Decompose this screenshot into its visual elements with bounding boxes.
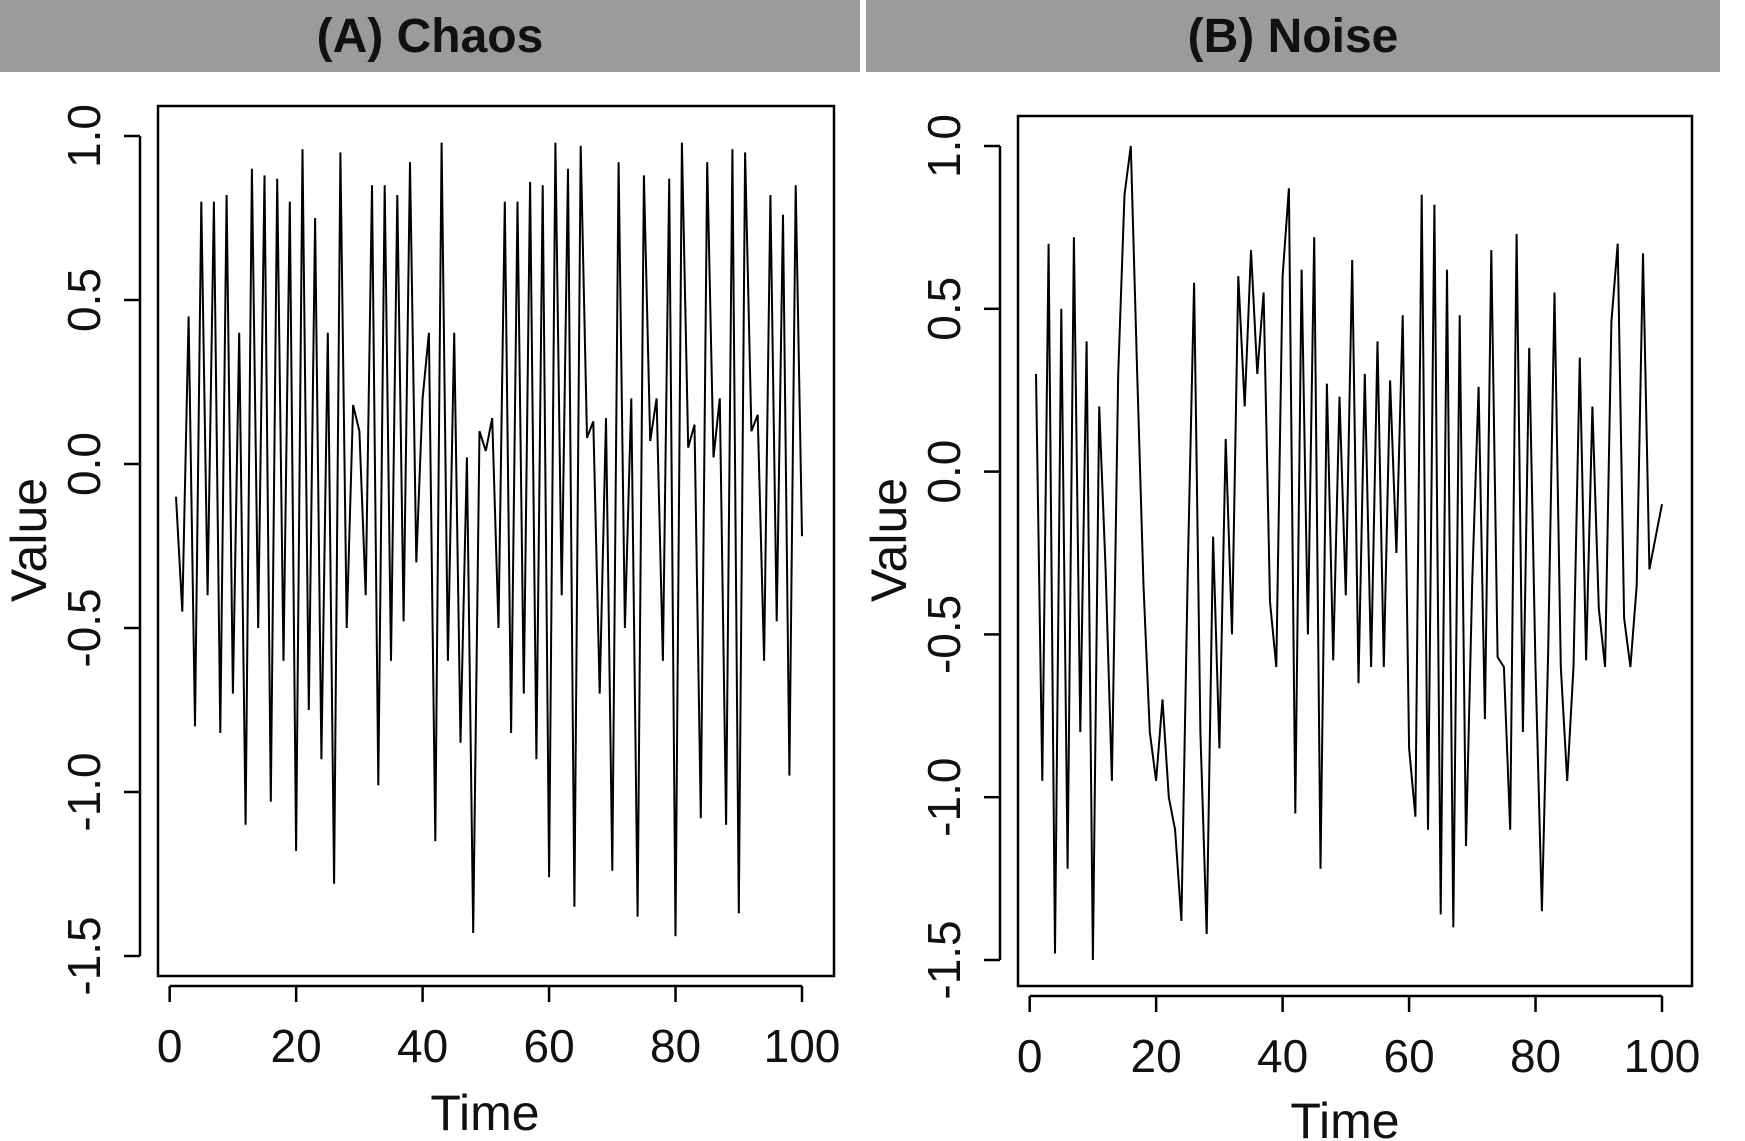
panel-b-plot-frame: [1016, 114, 1694, 988]
panel-b-y-axis: -1.5 -1.0 -0.5 0.0 0.5 1.0: [918, 114, 1002, 1000]
panel-a-x-tick-label: 60: [523, 1020, 574, 1072]
panel-a-y-tick-label: 0.5: [58, 268, 110, 332]
panel-b-series: [1035, 145, 1663, 961]
panel-b-x-tick-label: 20: [1131, 1030, 1182, 1082]
panel-b-y-axis-title: Value: [861, 478, 917, 602]
panel-b-x-tick-label: 100: [1624, 1030, 1701, 1082]
panel-b: (B) Noise 0 20 40 60 80 100 -1.5 -1.0 -0.5 0.0 0.…: [861, 0, 1720, 1141]
panel-b-title: (B) Noise: [1188, 10, 1399, 63]
panel-a-y-axis: -1.5 -1.0 -0.5 0.0 0.5 1.0: [58, 104, 142, 996]
panel-a-plot-frame: [156, 104, 836, 978]
panel-a-x-tick-label: 100: [764, 1020, 841, 1072]
panel-b-y-tick-label: -0.5: [918, 595, 970, 674]
panel-b-y-tick-label: 0.5: [918, 277, 970, 341]
panel-a-series: [175, 142, 803, 937]
panel-a-title-strip: [0, 0, 860, 72]
panel-b-y-tick-label: -1.0: [918, 758, 970, 837]
panel-b-x-axis-title: Time: [1290, 1093, 1399, 1141]
panel-b-y-tick-label: 1.0: [918, 114, 970, 178]
panel-b-x-axis: 0 20 40 60 80 100: [1017, 994, 1701, 1082]
panel-a-title: (A) Chaos: [317, 10, 544, 63]
panel-b-x-tick-label: 80: [1510, 1030, 1561, 1082]
panel-b-x-tick-label: 40: [1257, 1030, 1308, 1082]
panel-a-y-tick-label: 0.0: [58, 432, 110, 496]
panel-a-y-tick-label: -0.5: [58, 588, 110, 667]
panel-b-y-tick-label: 0.0: [918, 440, 970, 504]
panel-a-y-axis-title: Value: [1, 478, 57, 602]
panel-a-x-tick-label: 40: [397, 1020, 448, 1072]
panel-a: (A) Chaos 0 20 40 60 80 100 -1.5 -1.0 -0.5 0.0 0.…: [0, 0, 860, 1141]
panel-b-title-strip: [866, 0, 1720, 72]
panel-a-series-line: [175, 142, 803, 937]
panel-b-x-tick-label: 0: [1017, 1030, 1043, 1082]
panel-b-x-tick-label: 60: [1383, 1030, 1434, 1082]
panel-a-x-tick-label: 0: [157, 1020, 183, 1072]
panel-a-x-tick-label: 80: [650, 1020, 701, 1072]
panel-a-x-axis-title: Time: [430, 1085, 539, 1141]
panel-b-series-line: [1035, 145, 1663, 961]
panel-a-x-axis: 0 20 40 60 80 100: [157, 984, 841, 1072]
panel-a-x-tick-label: 20: [271, 1020, 322, 1072]
panel-a-y-tick-label: 1.0: [58, 104, 110, 168]
panel-a-y-tick-label: -1.0: [58, 752, 110, 831]
panel-b-y-tick-label: -1.5: [918, 920, 970, 999]
panel-a-y-tick-label: -1.5: [58, 916, 110, 995]
